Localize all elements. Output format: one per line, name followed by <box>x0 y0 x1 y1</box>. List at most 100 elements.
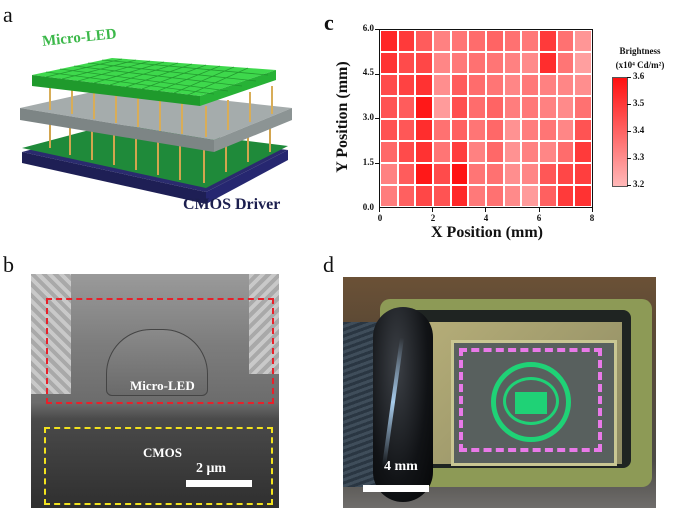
micro-led-region-label: Micro-LED <box>130 378 195 393</box>
x-tick-mark <box>592 208 593 212</box>
x-tick: 8 <box>589 213 595 223</box>
heatmap-cell <box>540 97 556 118</box>
heatmap-cell <box>504 163 521 184</box>
sem-texture-right <box>249 274 279 374</box>
heatmap-cell <box>557 119 574 140</box>
colorbar-tick: 3.6 <box>633 71 645 81</box>
heatmap-cell <box>522 163 538 184</box>
colorbar-tick: 3.2 <box>633 179 645 189</box>
cmos-region-label: CMOS <box>143 445 182 460</box>
micro-led-region-box <box>46 298 274 404</box>
heatmap-cell <box>416 141 432 162</box>
heatmap-cell <box>398 31 415 52</box>
heatmap-cell <box>522 141 538 162</box>
heatmap-cell <box>451 75 468 96</box>
heatmap-cell <box>416 119 432 140</box>
heatmap-cell <box>487 31 503 52</box>
heatmap-cell <box>540 53 556 74</box>
panel-letter-d: d <box>323 252 334 277</box>
heatmap-cell <box>451 141 468 162</box>
university-emblem <box>491 362 571 442</box>
heatmap-cell <box>398 163 415 184</box>
heatmap-cell <box>381 163 397 184</box>
heatmap-cell <box>381 141 397 162</box>
heatmap-cell <box>504 75 521 96</box>
y-tick-mark <box>375 118 379 119</box>
y-tick-mark <box>375 163 379 164</box>
y-tick: 3.0 <box>362 112 374 122</box>
heatmap-cell <box>469 75 485 96</box>
heatmap-cell <box>557 163 574 184</box>
heatmap-cell <box>557 141 574 162</box>
heatmap-cell <box>557 31 574 52</box>
y-tick-mark <box>375 29 379 30</box>
x-tick: 0 <box>377 213 383 223</box>
heatmap-cell <box>575 75 591 96</box>
colorbar-tick: 3.4 <box>633 125 645 135</box>
pink-frame-pattern <box>459 348 602 452</box>
cmos-region-box <box>44 427 273 505</box>
heatmap-cell <box>381 185 397 206</box>
colorbar-tick: 3.5 <box>633 98 645 108</box>
heatmap-cell <box>469 97 485 118</box>
heatmap-cell <box>381 97 397 118</box>
heatmap-cell <box>575 31 591 52</box>
y-tick: 1.5 <box>362 157 374 167</box>
panel-d-device-photo: d 4 mm <box>320 250 700 508</box>
sem-image <box>31 274 279 508</box>
heatmap-cell <box>487 75 503 96</box>
panel-b-sem-cross-section: b Micro-LED CMOS 2 μm <box>0 250 320 508</box>
heatmap-cell <box>416 53 432 74</box>
y-tick: 0.0 <box>362 202 374 212</box>
heatmap-cell <box>451 163 468 184</box>
heatmap-cell <box>487 97 503 118</box>
sem-texture-left <box>31 274 71 394</box>
colorbar-tick-mark <box>627 185 631 186</box>
heatmap-cell <box>398 119 415 140</box>
heatmap-cell <box>398 141 415 162</box>
heatmap-cell <box>434 141 450 162</box>
x-tick: 6 <box>536 213 542 223</box>
colorbar-tick: 3.3 <box>633 152 645 162</box>
y-tick: 4.5 <box>362 67 374 77</box>
heatmap-cell <box>416 97 432 118</box>
heatmap-cell <box>540 119 556 140</box>
emblem-inner-ring <box>503 377 559 425</box>
heatmap-cell <box>469 119 485 140</box>
emblem-building <box>515 392 547 414</box>
heatmap-cell <box>504 141 521 162</box>
heatmap-cell <box>504 185 521 206</box>
heatmap-grid <box>379 29 593 208</box>
heatmap-cell <box>522 53 538 74</box>
heatmap-cell <box>557 53 574 74</box>
heatmap-cell <box>540 75 556 96</box>
device-photo: 4 mm <box>343 277 656 508</box>
colorbar-tick-mark <box>627 131 631 132</box>
colorbar-tick-mark <box>627 104 631 105</box>
scale-bar-label: 2 μm <box>196 461 227 476</box>
heatmap-cell <box>557 97 574 118</box>
heatmap-cell <box>451 97 468 118</box>
x-tick-mark <box>485 208 486 212</box>
heatmap-cell <box>434 163 450 184</box>
heatmap-cell <box>487 163 503 184</box>
scale-bar <box>363 485 429 492</box>
heatmap-cell <box>381 53 397 74</box>
heatmap-cell <box>434 75 450 96</box>
micro-led-cmos-stack-illustration <box>20 58 292 204</box>
heatmap-cell <box>469 31 485 52</box>
heatmap-cell <box>434 53 450 74</box>
heatmap-cell <box>434 31 450 52</box>
scale-bar-label: 4 mm <box>384 459 418 474</box>
heatmap-cell <box>451 185 468 206</box>
heatmap-cell <box>469 53 485 74</box>
x-axis-label: X Position (mm) <box>431 224 543 241</box>
heatmap-cell <box>469 163 485 184</box>
heatmap-cell <box>416 31 432 52</box>
heatmap-cell <box>540 31 556 52</box>
panel-letter-c: c <box>324 10 334 35</box>
colorbar-title-line1: Brightness <box>619 46 661 56</box>
heatmap-cell <box>451 31 468 52</box>
heatmap-cell <box>381 31 397 52</box>
panel-a-schematic: a <box>0 0 320 240</box>
